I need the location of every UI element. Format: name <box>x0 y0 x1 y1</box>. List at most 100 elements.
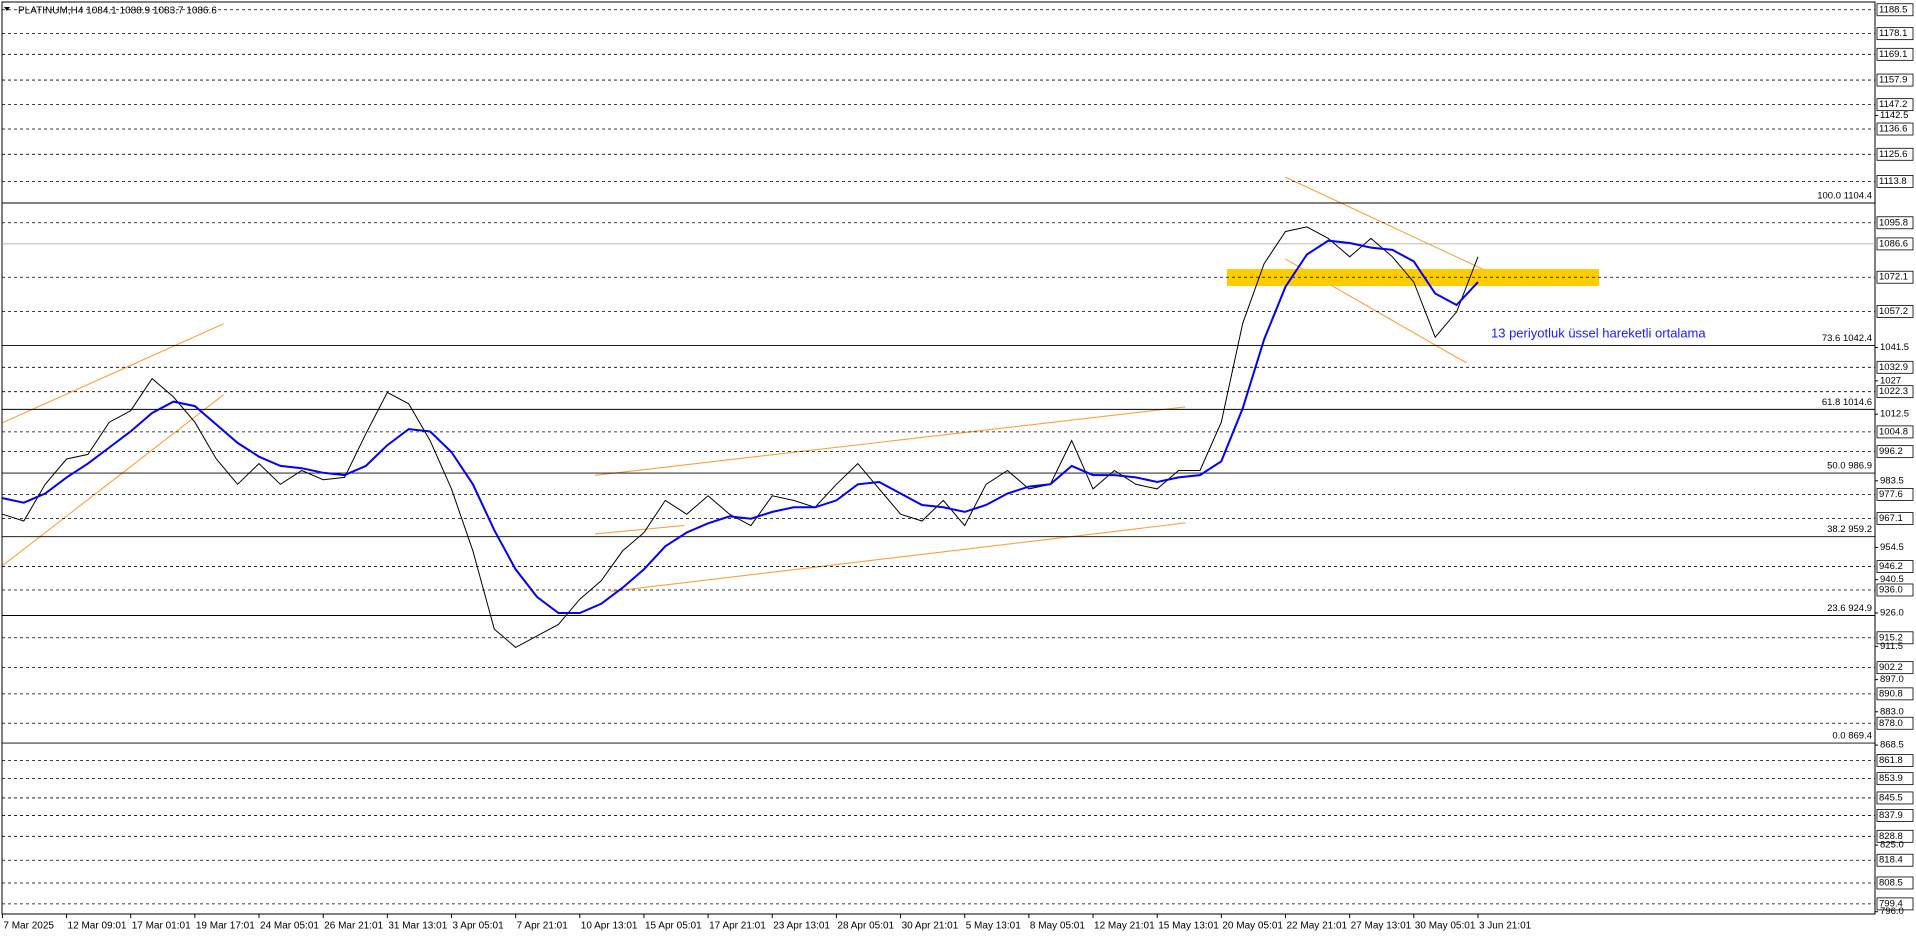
level-label: 818.4 <box>1879 855 1903 866</box>
level-label: 799.4 <box>1879 898 1903 909</box>
channel-line <box>1285 176 1504 280</box>
level-label: 1188.5 <box>1879 4 1907 15</box>
annotation: 13 periyotluk üssel hareketli ortalama <box>1491 325 1706 340</box>
y-tick-label: 897.0 <box>1880 674 1904 685</box>
plot-frame <box>1 1 1876 915</box>
level-label: 902.2 <box>1879 662 1903 673</box>
level-label: 861.8 <box>1879 755 1903 766</box>
level-label: 1032.9 <box>1879 362 1908 373</box>
x-tick-label: 30 May 05:01 <box>1415 921 1476 932</box>
level-label: 1147.2 <box>1879 99 1907 110</box>
level-label: 936.0 <box>1879 585 1903 596</box>
x-tick-label: 20 May 05:01 <box>1222 921 1283 932</box>
x-tick-label: 26 Mar 21:01 <box>324 921 383 932</box>
level-label-box <box>1876 27 1914 41</box>
level-label-box <box>1876 47 1914 61</box>
level-label: 1022.3 <box>1879 386 1908 397</box>
level-label: 977.6 <box>1879 489 1903 500</box>
level-label-box <box>1876 512 1914 525</box>
y-tick-label: 1142.5 <box>1880 110 1908 121</box>
level-label-box <box>1876 270 1914 284</box>
x-tick-label: 15 May 13:01 <box>1158 921 1219 932</box>
price-line <box>2 226 1479 649</box>
level-label-box <box>1876 305 1914 318</box>
level-label-box <box>1876 122 1914 136</box>
level-label: 1157.9 <box>1879 75 1907 86</box>
level-label-box <box>1876 425 1914 439</box>
x-tick-label: 17 Mar 01:01 <box>132 921 191 932</box>
level-label: 946.2 <box>1879 561 1903 572</box>
ema-line <box>2 239 1479 614</box>
level-label-box <box>1876 360 1914 374</box>
level-label-box <box>1876 809 1914 822</box>
title-icon <box>4 7 10 11</box>
fib-label: 23.6 924.9 <box>1827 603 1872 614</box>
level-label-box <box>1876 583 1914 597</box>
x-tick-label: 24 Mar 05:01 <box>260 921 319 932</box>
level-label-box <box>1876 754 1914 767</box>
level-label-box <box>1876 385 1914 399</box>
level-label: 967.1 <box>1879 513 1903 524</box>
level-label-box <box>1876 716 1914 730</box>
fib-label: 61.8 1014.6 <box>1822 397 1872 408</box>
x-tick-label: 30 Apr 21:01 <box>902 921 959 932</box>
level-label-box <box>1876 631 1914 645</box>
level-label: 1004.8 <box>1879 426 1908 437</box>
level-label-box <box>1876 237 1914 251</box>
level-label-box <box>1876 175 1914 188</box>
fib-label: 38.2 959.2 <box>1827 524 1872 535</box>
level-label-box <box>1876 98 1914 112</box>
chart-title: PLATINUM,H4 1084.1 1088.9 1083.7 1086.6 <box>18 6 217 17</box>
channel-line <box>2 394 224 567</box>
x-tick-label: 31 Mar 13:01 <box>388 921 447 932</box>
x-tick-label: 23 Apr 13:01 <box>773 921 830 932</box>
y-tick-label: 1027 <box>1880 375 1901 386</box>
x-tick-label: 17 Apr 21:01 <box>709 921 766 932</box>
level-label: 853.9 <box>1879 773 1903 784</box>
x-tick-label: 10 Apr 13:01 <box>581 921 638 932</box>
level-label-box <box>1876 216 1914 230</box>
y-tick-label: 911.5 <box>1880 641 1903 652</box>
x-tick-label: 8 May 05:01 <box>1030 921 1085 932</box>
x-tick-label: 12 May 21:01 <box>1094 921 1155 932</box>
level-label: 878.0 <box>1879 718 1903 729</box>
level-label: 1095.8 <box>1879 217 1908 228</box>
level-label: 1057.2 <box>1879 306 1908 317</box>
channel-line <box>595 406 1186 476</box>
x-tick-label: 7 Mar 2025 <box>3 921 54 932</box>
x-tick-label: 19 Mar 17:01 <box>196 921 255 932</box>
x-tick-label: 12 Mar 09:01 <box>68 921 127 932</box>
level-label: 837.9 <box>1879 810 1903 821</box>
fib-label: 100.0 1104.4 <box>1817 191 1872 202</box>
level-label: 828.8 <box>1879 831 1903 842</box>
y-tick-label: 825.0 <box>1880 840 1904 851</box>
level-label-box <box>1876 445 1914 459</box>
channel-line <box>595 524 685 535</box>
channel-line <box>610 522 1186 592</box>
level-label: 1136.6 <box>1879 124 1907 135</box>
y-tick-label: 796.0 <box>1880 906 1904 917</box>
fib-label: 73.6 1042.4 <box>1822 333 1872 344</box>
level-label: 996.2 <box>1879 446 1903 457</box>
y-tick-label: 926.0 <box>1880 607 1904 618</box>
level-label: 1072.1 <box>1879 272 1908 283</box>
level-label-box <box>1876 661 1914 675</box>
level-label-box <box>1876 791 1914 805</box>
level-label-box <box>1876 772 1914 786</box>
level-label: 808.5 <box>1879 877 1903 888</box>
level-label-box <box>1876 853 1914 867</box>
level-label: 1086.6 <box>1879 238 1908 249</box>
level-label: 1125.6 <box>1879 149 1907 160</box>
level-label-box <box>1876 560 1914 573</box>
y-tick-label: 883.0 <box>1880 706 1904 717</box>
y-tick-label: 940.5 <box>1880 574 1904 585</box>
level-label: 1113.8 <box>1879 176 1907 187</box>
level-label-box <box>1876 687 1914 701</box>
x-tick-label: 5 May 13:01 <box>966 921 1021 932</box>
x-tick-label: 22 May 21:01 <box>1287 921 1348 932</box>
level-label: 845.5 <box>1879 792 1903 803</box>
level-label: 915.2 <box>1879 632 1903 643</box>
x-tick-label: 27 May 13:01 <box>1351 921 1412 932</box>
x-tick-label: 3 Jun 21:01 <box>1479 921 1532 932</box>
channel-line <box>2 323 224 424</box>
